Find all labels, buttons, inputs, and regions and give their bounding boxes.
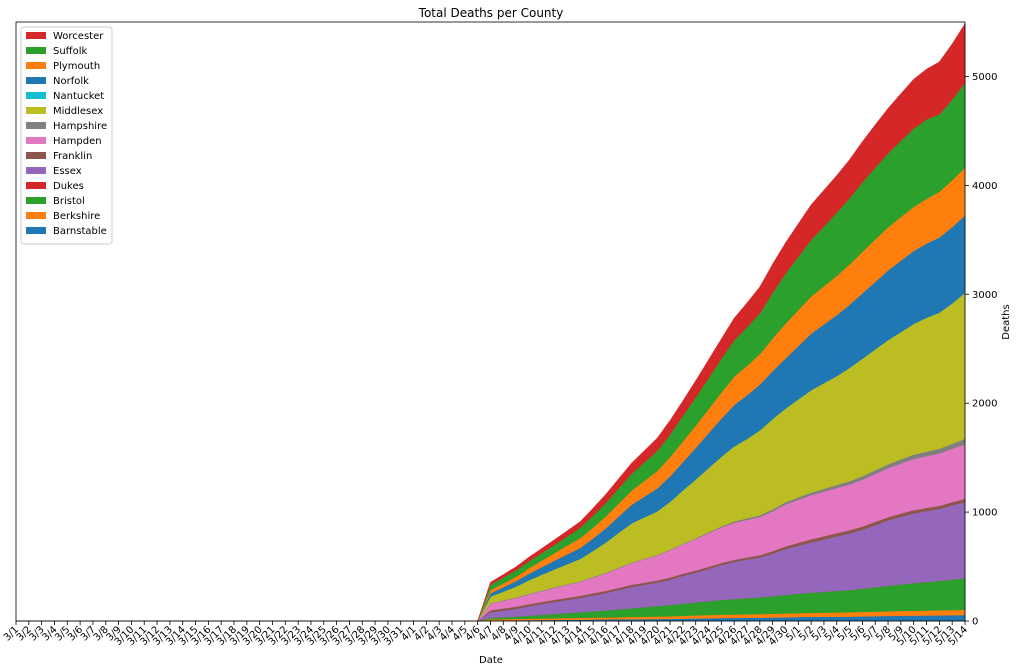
legend-label-worcester: Worcester xyxy=(53,31,104,42)
legend-label-dukes: Dukes xyxy=(53,181,84,192)
legend-label-bristol: Bristol xyxy=(53,196,85,207)
y-tick-label: 0 xyxy=(972,617,978,628)
legend-swatch-barnstable xyxy=(26,227,46,234)
chart-title: Total Deaths per County xyxy=(418,6,564,20)
legend: Worcester Suffolk Plymouth Norfolk Nantucket… xyxy=(20,26,113,245)
legend-label-berkshire: Berkshire xyxy=(53,211,100,222)
legend-swatch-worcester xyxy=(26,32,46,39)
y-tick-label: 2000 xyxy=(972,399,997,410)
x-axis-label: Date xyxy=(479,655,503,666)
legend-label-plymouth: Plymouth xyxy=(53,61,100,72)
legend-swatch-nantucket xyxy=(26,92,46,99)
legend-label-hampshire: Hampshire xyxy=(53,121,107,132)
legend-swatch-suffolk xyxy=(26,47,46,54)
y-tick-label: 3000 xyxy=(972,290,997,301)
legend-swatch-berkshire xyxy=(26,212,46,219)
legend-swatch-dukes xyxy=(26,182,46,189)
y-tick-label: 4000 xyxy=(972,181,997,192)
y-axis-ticks: 0 1000 2000 3000 4000 5000 xyxy=(965,72,997,628)
y-tick-label: 5000 xyxy=(972,72,997,83)
legend-label-nantucket: Nantucket xyxy=(53,91,104,102)
legend-swatch-middlesex xyxy=(26,107,46,114)
legend-swatch-norfolk xyxy=(26,77,46,84)
legend-swatch-hampshire xyxy=(26,122,46,129)
legend-label-barnstable: Barnstable xyxy=(53,226,107,237)
x-axis-ticks: 3/13/23/33/43/53/63/73/83/93/103/113/123… xyxy=(2,621,970,648)
y-axis-label: Deaths xyxy=(1001,304,1012,339)
y-tick-label: 1000 xyxy=(972,508,997,519)
legend-swatch-hampden xyxy=(26,137,46,144)
legend-label-hampden: Hampden xyxy=(53,136,102,147)
legend-label-suffolk: Suffolk xyxy=(53,46,87,57)
legend-label-norfolk: Norfolk xyxy=(53,76,89,87)
legend-swatch-bristol xyxy=(26,197,46,204)
legend-label-franklin: Franklin xyxy=(53,151,92,162)
legend-swatch-essex xyxy=(26,167,46,174)
area-series-group xyxy=(16,22,966,622)
legend-label-essex: Essex xyxy=(53,166,82,177)
legend-label-middlesex: Middlesex xyxy=(53,106,103,117)
legend-swatch-plymouth xyxy=(26,62,46,69)
legend-swatch-franklin xyxy=(26,152,46,159)
